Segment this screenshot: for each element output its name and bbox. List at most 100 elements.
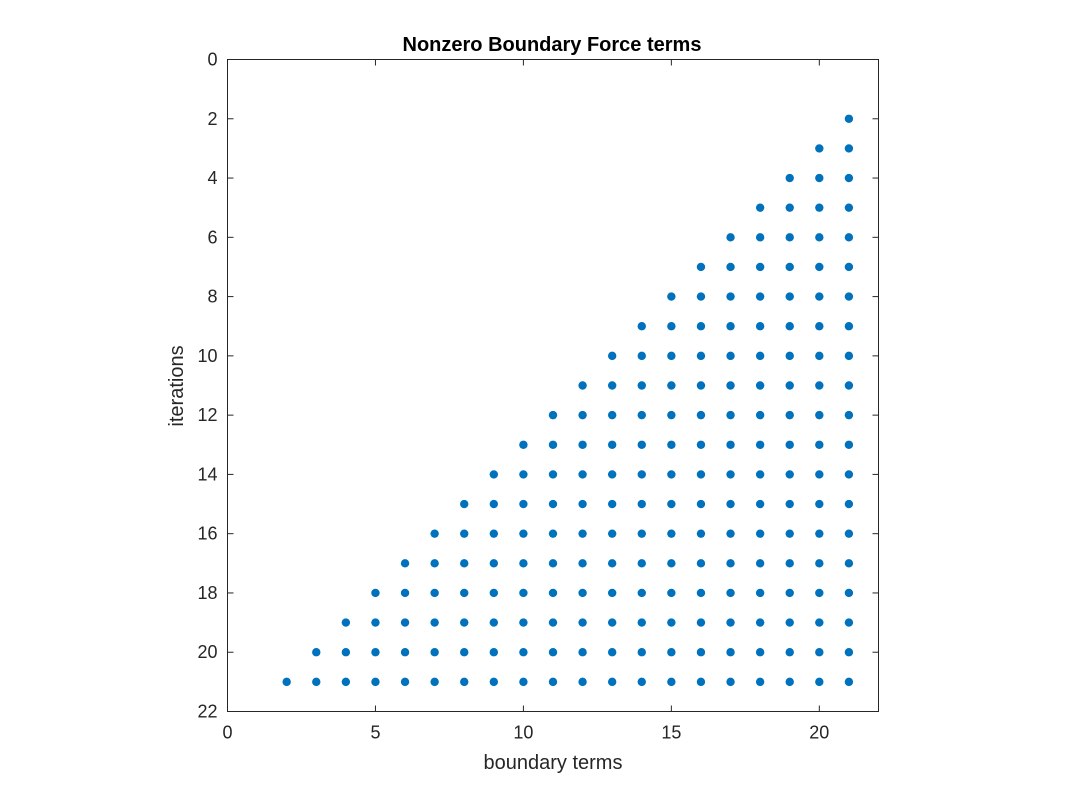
data-point <box>548 440 558 449</box>
data-point <box>519 648 528 657</box>
data-point <box>726 648 735 657</box>
data-point <box>460 618 469 627</box>
data-point <box>696 322 706 331</box>
data-point <box>844 114 854 123</box>
data-point <box>785 173 794 183</box>
data-point <box>726 588 735 598</box>
data-point <box>400 677 410 687</box>
data-point <box>785 529 794 538</box>
data-point <box>726 292 735 301</box>
data-point <box>607 351 617 361</box>
data-point <box>696 588 706 598</box>
data-point <box>519 499 528 509</box>
data-point <box>726 262 735 272</box>
data-point <box>696 440 706 449</box>
data-point <box>548 529 558 538</box>
data-point <box>696 529 706 538</box>
data-point <box>755 322 765 331</box>
data-point <box>844 262 854 272</box>
data-point <box>637 588 646 598</box>
data-point <box>755 559 765 568</box>
data-point <box>696 262 706 272</box>
data-point <box>755 470 765 479</box>
data-point <box>844 203 854 212</box>
y-axis-label: iterations <box>166 345 188 426</box>
data-point <box>371 677 380 687</box>
data-point <box>400 618 410 627</box>
data-point <box>667 381 676 390</box>
data-point <box>815 618 824 627</box>
data-point <box>667 588 676 598</box>
data-point <box>578 648 587 657</box>
data-point <box>489 499 499 509</box>
data-point <box>726 559 735 568</box>
data-point <box>341 618 351 627</box>
data-point <box>607 648 617 657</box>
data-point <box>844 381 854 390</box>
data-point <box>667 322 676 331</box>
data-point <box>430 648 439 657</box>
data-point <box>637 648 646 657</box>
data-point <box>726 470 735 479</box>
data-point <box>785 618 794 627</box>
data-point <box>548 470 558 479</box>
data-point <box>815 203 824 212</box>
data-point <box>460 677 469 687</box>
plot-area <box>227 59 879 712</box>
data-point <box>578 677 587 687</box>
data-point <box>519 588 528 598</box>
data-point <box>755 677 765 687</box>
y-tick-label: 10 <box>197 346 217 366</box>
data-point <box>726 499 735 509</box>
data-point <box>785 262 794 272</box>
data-point <box>400 559 410 568</box>
data-point <box>696 648 706 657</box>
data-point <box>785 648 794 657</box>
data-point <box>815 648 824 657</box>
data-point <box>815 144 824 153</box>
data-point <box>578 559 587 568</box>
data-point <box>341 648 351 657</box>
y-tick-label: 22 <box>197 702 217 722</box>
data-point <box>785 440 794 449</box>
data-point <box>519 529 528 538</box>
data-point <box>578 618 587 627</box>
data-point <box>726 410 735 420</box>
data-point <box>844 322 854 331</box>
data-point <box>607 559 617 568</box>
data-point <box>637 410 646 420</box>
x-axis-label: boundary terms <box>484 752 623 774</box>
data-point <box>844 470 854 479</box>
data-point <box>755 381 765 390</box>
data-point <box>282 677 291 687</box>
data-point <box>578 381 587 390</box>
data-point <box>785 559 794 568</box>
data-point <box>607 529 617 538</box>
data-point <box>755 440 765 449</box>
data-point <box>785 410 794 420</box>
data-point <box>460 648 469 657</box>
y-tick-label: 14 <box>197 464 217 484</box>
data-point <box>785 351 794 361</box>
data-point <box>815 322 824 331</box>
scatter-series <box>282 114 854 687</box>
data-point <box>755 588 765 598</box>
data-point <box>489 648 499 657</box>
x-axis: 0 5 10 15 20 <box>222 59 829 743</box>
data-point <box>815 381 824 390</box>
data-point <box>312 648 321 657</box>
data-point <box>755 648 765 657</box>
data-point <box>578 529 587 538</box>
data-point <box>815 677 824 687</box>
data-point <box>637 618 646 627</box>
data-point <box>637 559 646 568</box>
data-point <box>667 499 676 509</box>
x-tick-label: 15 <box>661 723 681 743</box>
data-point <box>815 410 824 420</box>
data-point <box>755 203 765 212</box>
data-point <box>667 559 676 568</box>
data-point <box>844 144 854 153</box>
data-point <box>607 618 617 627</box>
data-point <box>755 292 765 301</box>
data-point <box>755 618 765 627</box>
